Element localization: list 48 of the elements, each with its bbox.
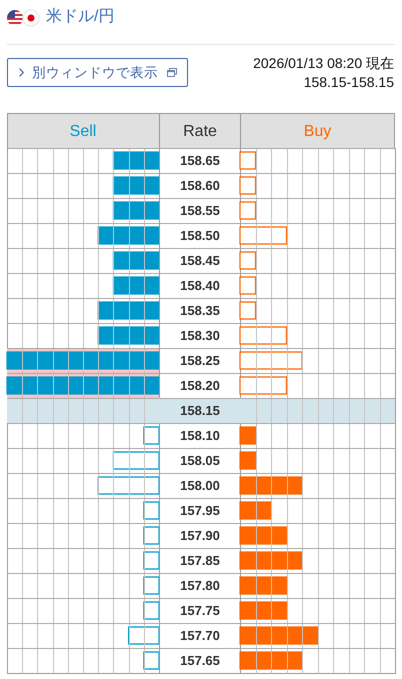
bar	[238, 176, 256, 194]
bar	[238, 650, 302, 670]
y-tick-label: 158.20	[180, 378, 220, 392]
y-tick-label: 158.00	[180, 478, 220, 492]
chart-title: 米ドル/円	[46, 6, 114, 27]
button: 別ウィンドウで表示	[7, 58, 188, 87]
y-tick-label: 157.70	[180, 628, 220, 642]
y-tick-label: 157.95	[180, 502, 220, 518]
text: 2026/01/13 08:20 現在	[253, 54, 394, 72]
bar	[238, 326, 287, 344]
y-tick-label: 158.30	[180, 328, 220, 342]
y-tick-label: 158.50	[180, 228, 220, 242]
y-tick-label: 158.10	[180, 428, 220, 442]
series-label: Sell	[69, 122, 96, 140]
text: Buy	[303, 122, 331, 140]
bar	[238, 476, 302, 494]
bar	[238, 526, 287, 544]
bar	[238, 550, 302, 570]
y-tick-label: 158.65	[180, 152, 220, 168]
bar	[238, 226, 287, 244]
bar	[238, 600, 287, 620]
bar	[238, 300, 256, 320]
y-tick-label: 157.65	[180, 652, 220, 668]
bar	[238, 626, 318, 644]
y-tick-label: 157.80	[180, 578, 220, 592]
y-tick-label: 157.75	[180, 602, 220, 618]
y-tick-label: 158.55	[180, 202, 220, 218]
y-tick-label: 158.15	[180, 402, 220, 418]
bar	[238, 200, 256, 220]
bar	[238, 576, 287, 594]
bar	[238, 276, 256, 294]
y-tick-label: 158.25	[180, 352, 220, 368]
y-tick-label: 157.90	[180, 528, 220, 542]
text: 158.15-158.15	[304, 73, 394, 91]
bar	[238, 150, 256, 170]
y-tick-label: 158.40	[180, 278, 220, 292]
bar	[238, 500, 272, 520]
bar	[238, 350, 302, 370]
bar	[238, 450, 256, 470]
bar	[238, 376, 287, 394]
bar	[238, 426, 256, 444]
y-axis-title: Rate	[182, 122, 216, 140]
y-tick-label: 157.85	[180, 552, 220, 568]
y-tick-label: 158.45	[180, 252, 220, 268]
y-tick-label: 158.35	[180, 302, 220, 318]
bar	[238, 250, 256, 270]
y-tick-label: 158.60	[180, 178, 220, 192]
y-tick-label: 158.05	[180, 452, 220, 468]
